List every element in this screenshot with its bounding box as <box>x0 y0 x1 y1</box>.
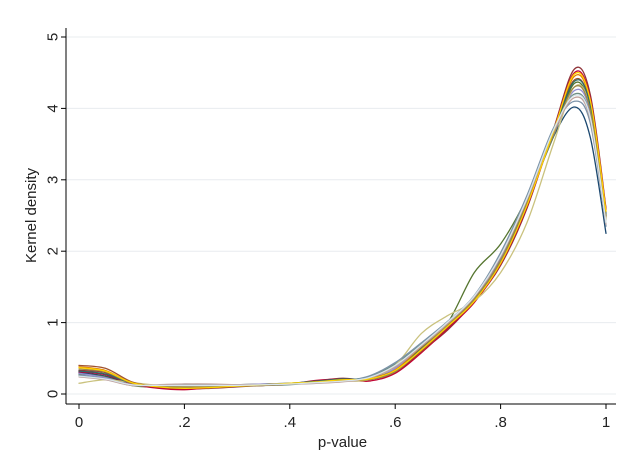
x-tick-label: .2 <box>178 414 191 431</box>
density-series-line-14 <box>78 72 607 389</box>
density-series-line-1 <box>78 106 607 388</box>
density-series-line-9 <box>78 77 607 389</box>
series-lines <box>78 66 607 391</box>
density-series-line-4 <box>78 74 607 389</box>
density-series-line-10 <box>78 100 607 387</box>
density-series-line-8 <box>78 84 607 388</box>
y-axis-ticks: 0 1 2 3 4 5 <box>44 33 66 398</box>
density-series-line-2 <box>78 66 607 390</box>
x-axis-ticks: 0 .2 .4 .6 .8 1 <box>75 404 610 431</box>
axes <box>65 28 616 405</box>
x-tick-label: .6 <box>389 414 402 431</box>
y-axis-title: Kernel density <box>23 167 40 263</box>
density-series-line-12 <box>78 85 607 388</box>
density-series-line-11 <box>78 79 607 389</box>
x-axis-title: p-value <box>318 434 367 451</box>
density-series-line-5 <box>78 92 607 387</box>
density-series-line-13 <box>78 96 607 387</box>
y-tick-label: 2 <box>44 247 61 255</box>
y-tick-label: 3 <box>44 176 61 184</box>
x-tick-label: 0 <box>75 414 83 431</box>
x-tick-label: 1 <box>602 414 610 431</box>
x-tick-label: .8 <box>494 414 507 431</box>
y-tick-label: 1 <box>44 318 61 326</box>
density-series-line-3 <box>78 81 607 388</box>
y-tick-label: 5 <box>44 33 61 41</box>
density-series-line-7 <box>78 88 607 387</box>
y-tick-label: 4 <box>44 104 61 112</box>
x-tick-label: .4 <box>284 414 297 431</box>
y-tick-label: 0 <box>44 390 61 398</box>
gridlines <box>66 36 616 395</box>
density-series-line-6 <box>78 70 607 391</box>
density-series-line-15 <box>78 94 607 387</box>
